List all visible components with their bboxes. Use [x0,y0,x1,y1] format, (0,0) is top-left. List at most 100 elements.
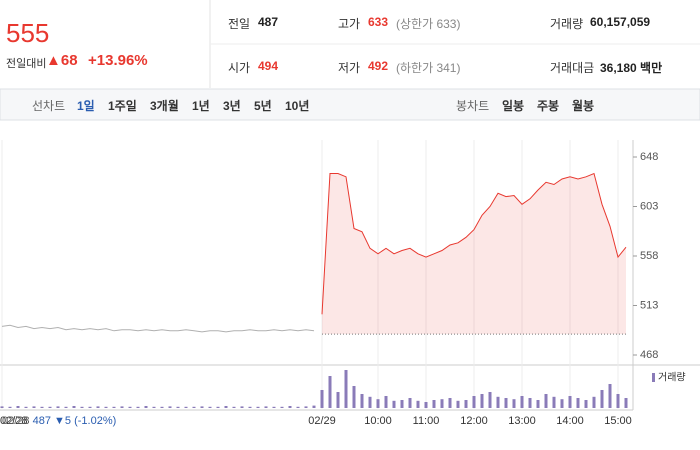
volume-bar [560,399,564,408]
footer-rate: (-1.02%) [74,415,117,427]
volume-bar [64,406,68,408]
volume-bar [512,399,516,408]
change-label: 전일대비 [6,58,47,70]
volume-bar [256,406,260,408]
volume-bar [368,396,372,408]
volume-bar [40,406,44,408]
footer-price: 487 [32,415,51,427]
volume-bar [208,406,212,408]
volume-bar [48,406,52,408]
period-button[interactable]: 1년 [192,99,210,113]
volume-bar [568,396,572,408]
candle-button[interactable]: 주봉 [537,99,560,113]
change: ▲68 [46,52,78,69]
volume-bar [592,396,596,408]
legend-swatch [652,373,655,382]
volume-bar [16,406,20,408]
volume-bar [424,402,428,408]
x-tick-label: 15:00 [604,415,632,427]
stat-value: 494 [258,59,279,73]
volume-bar [56,406,60,408]
period-button[interactable]: 1일 [77,99,95,113]
volume-bar [448,398,452,408]
volume-bar [392,400,396,408]
volume-bar [88,406,92,408]
volume-bar [72,406,76,408]
volume-bar [272,406,276,408]
volume-bar [280,406,284,408]
x-tick-label: 14:00 [556,415,584,427]
volume-bar [136,406,140,408]
volume-bar [192,406,196,408]
stat-label: 고가 [338,17,361,31]
volume-bar [384,396,388,408]
stat-label: 전일 [228,17,251,31]
volume-bar [240,406,244,408]
volume-bar [576,398,580,408]
volume-bar [128,406,132,408]
volume-bar [584,400,588,408]
stat-label: 시가 [228,61,251,75]
period-button[interactable]: 3개월 [150,99,179,113]
volume-bar [440,399,444,408]
volume-bar [536,400,540,408]
volume-bar [520,396,524,408]
volume-bar [432,400,436,408]
volume-bar [408,398,412,408]
period-button[interactable]: 3년 [223,99,241,113]
footer: 02/28 487 ▼5 (-1.02%) [2,415,116,427]
volume-bar [304,406,308,408]
volume-bar [8,406,12,408]
volume-bar [624,398,628,408]
volume-bar [416,400,420,408]
volume-bar [504,398,508,408]
volume-bar [528,398,532,408]
stat-label: 거래대금 [550,61,595,75]
volume-bar [480,394,484,408]
area [322,173,626,335]
x-tick-label: 12:00 [460,415,488,427]
price-line [1,324,315,333]
volume-bar [464,400,468,408]
volume-bar [152,406,156,408]
stat-label: 저가 [338,61,361,75]
candle-button[interactable]: 일봉 [502,99,525,113]
stat-value: 60,157,059 [590,15,651,29]
legend-label: 거래량 [658,372,686,384]
volume-bar [552,396,556,408]
period-button[interactable]: 10년 [285,99,310,113]
x-tick-label: 11:00 [413,415,440,427]
volume-bar [376,399,380,408]
volume-bar [400,400,404,408]
stat-value: 633 [368,15,389,29]
stat-value: 487 [258,15,279,29]
period-button[interactable]: 5년 [254,99,272,113]
stat-value: 36,180 백만 [600,61,663,75]
stat-note: (하한가 341) [396,61,461,75]
volume-bar [96,406,100,408]
volume-bar [288,406,292,408]
volume-bar [360,394,364,408]
volume-bar [456,400,460,408]
volume-bar [184,406,188,408]
volume-bar [232,406,236,408]
toolbar-bg [0,88,700,121]
volume-bar [264,406,268,408]
stat-value: 492 [368,59,389,73]
volume-bar [336,392,340,408]
x-tick-label: 02/29 [308,415,336,427]
volume-bar [472,396,476,408]
volume-bar [248,406,252,408]
y-tick-label: 603 [640,200,658,212]
footer-date: 02/28 [2,415,30,427]
y-tick-label: 648 [640,151,658,163]
candle-button[interactable]: 월봉 [572,99,595,113]
y-tick-label: 558 [640,250,658,262]
volume-bar [104,406,108,408]
period-button[interactable]: 1주일 [108,99,137,113]
x-tick-label: 13:00 [508,415,536,427]
stat-label: 거래량 [550,17,584,31]
volume-bar [200,406,204,408]
